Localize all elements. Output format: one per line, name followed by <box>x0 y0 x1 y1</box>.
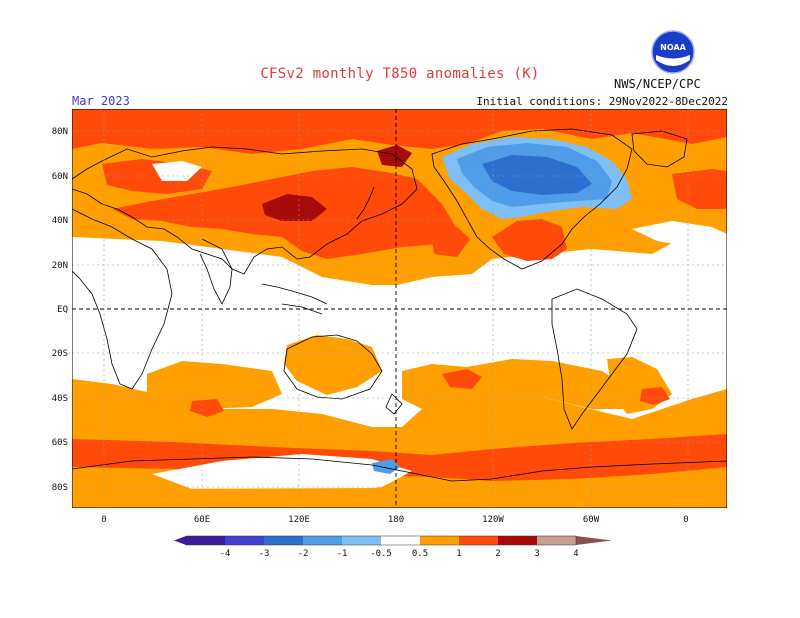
lat-label: 80N <box>52 127 68 137</box>
forecast-month: Mar 2023 <box>72 94 130 108</box>
colorbar-label: 2 <box>495 549 500 559</box>
coast-africa <box>72 208 173 390</box>
colorbar-label: -4 <box>220 549 231 559</box>
colorbar: -4 -3 -2 -1 -0.5 0.5 1 2 3 4 <box>174 535 612 559</box>
antarctica-neutral <box>152 454 412 495</box>
nw-asia-neutral <box>152 161 202 181</box>
coast-greenland <box>631 130 688 168</box>
colorbar-label: 4 <box>573 549 578 559</box>
reference-lines <box>72 109 727 508</box>
coast-australia <box>283 334 383 400</box>
coast-new-zealand <box>385 393 403 415</box>
initial-conditions: Initial conditions: 29Nov2022-8Dec2022 <box>476 95 728 108</box>
anomaly-map <box>72 109 727 508</box>
lat-label: 20N <box>52 261 68 271</box>
indian-ocean-warm <box>147 361 282 409</box>
lon-label: 180 <box>388 515 404 525</box>
colorbar-label: -3 <box>259 549 270 559</box>
lon-labels: 0 60E 120E 180 120W 60W 0 <box>101 515 688 525</box>
colorbar-swatch <box>537 536 576 545</box>
lat-label: 80S <box>52 483 68 493</box>
colorbar-label: -2 <box>298 549 309 559</box>
colorbar-swatches <box>174 535 612 546</box>
coastlines <box>72 128 727 482</box>
s-atlantic-red <box>640 387 670 405</box>
colorbar-swatch <box>264 536 303 545</box>
coast-india <box>199 238 233 305</box>
n-atlantic-neutral <box>632 221 727 249</box>
chart-title: CFSv2 monthly T850 anomalies (K) <box>260 66 540 82</box>
coast-indonesia <box>261 283 328 315</box>
colorbar-swatch <box>498 536 537 545</box>
noaa-logo: NOAA <box>651 30 695 74</box>
coast-south-america <box>551 288 638 430</box>
coast-antarctica <box>72 456 727 482</box>
sw-usa-red <box>432 227 470 257</box>
colorbar-swatch <box>225 536 264 545</box>
lat-label: 60S <box>52 438 68 448</box>
australia-warm <box>284 335 382 395</box>
lat-labels: 80N 60N 40N 20N EQ 20S 40S 60S 80S <box>52 127 68 493</box>
anomaly-field <box>72 109 727 508</box>
colorbar-arrow-left <box>174 536 186 545</box>
colorbar-label: 3 <box>534 549 539 559</box>
colorbar-swatch <box>420 536 459 545</box>
ross-sea-cold <box>372 459 400 474</box>
colorbar-outline <box>185 535 577 546</box>
lon-label: 60E <box>194 515 210 525</box>
lat-label: 40S <box>52 394 68 404</box>
colorbar-swatch <box>459 536 498 545</box>
coast-japan <box>356 186 375 220</box>
coast-eurasia <box>72 146 418 275</box>
colorbar-label: -1 <box>337 549 348 559</box>
lat-label: 20S <box>52 349 68 359</box>
lon-label: 0 <box>101 515 106 525</box>
lon-label: 60W <box>583 515 600 525</box>
lat-label: EQ <box>57 305 68 315</box>
lon-label: 120E <box>288 515 310 525</box>
north-america-cold-dark <box>482 155 592 195</box>
se-usa-red <box>492 219 567 261</box>
mongolia-dark-red <box>262 194 327 221</box>
coast-north-america <box>431 128 633 270</box>
colorbar-label: -0.5 <box>370 549 392 559</box>
lon-label: 0 <box>683 515 688 525</box>
logo-text: NOAA <box>660 43 686 52</box>
colorbar-arrow-right <box>576 536 612 545</box>
colorbar-label: 1 <box>456 549 461 559</box>
lon-label: 120W <box>482 515 504 525</box>
antarctic-bottom-warm <box>72 487 727 508</box>
colorbar-swatch <box>186 536 225 545</box>
arctic-red <box>72 109 727 154</box>
w-europe-red <box>672 169 727 209</box>
colorbar-label: 0.5 <box>412 549 428 559</box>
south-pacific-red <box>442 369 482 389</box>
indian-ocean-red <box>190 399 224 417</box>
lat-label: 60N <box>52 172 68 182</box>
colorbar-swatch <box>303 536 342 545</box>
colorbar-labels: -4 -3 -2 -1 -0.5 0.5 1 2 3 4 <box>220 549 579 559</box>
colorbar-swatch <box>381 536 420 545</box>
agency-label: NWS/NCEP/CPC <box>614 77 701 91</box>
graticule <box>72 109 727 508</box>
colorbar-swatch <box>342 536 381 545</box>
lat-label: 40N <box>52 216 68 226</box>
